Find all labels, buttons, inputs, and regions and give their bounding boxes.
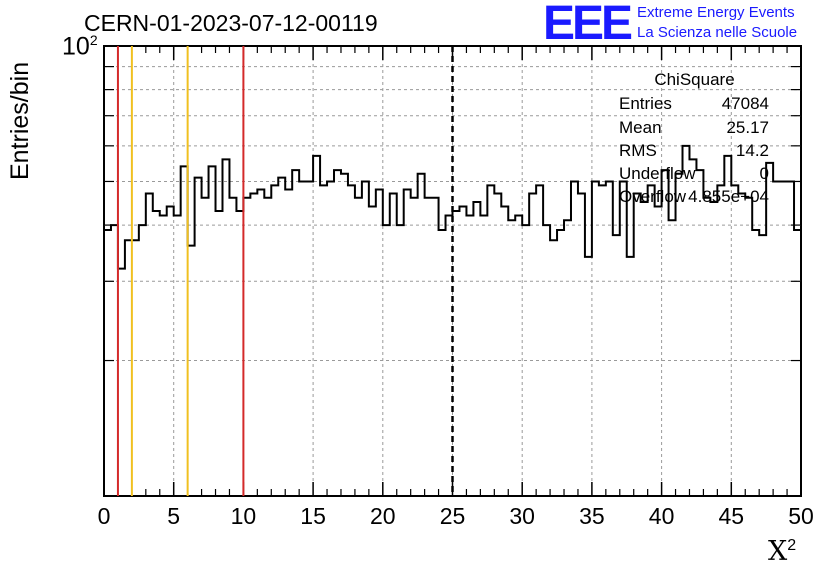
x-tick-label: 5: [167, 503, 180, 529]
run-title: CERN-01-2023-07-12-00119: [84, 10, 378, 36]
eee-logo: EEE: [543, 0, 633, 50]
x-tick-label: 30: [509, 503, 535, 529]
x-tick-label: 0: [98, 503, 111, 529]
stats-row-entries: Entries 47084: [619, 94, 769, 113]
logo-line-1: Extreme Energy Events: [637, 4, 795, 21]
logo-line-2: La Scienza nelle Scuole: [637, 24, 798, 41]
x-tick-label: 50: [788, 503, 814, 529]
y-axis-label: Entries/bin: [6, 61, 34, 180]
stats-row-rms: RMS 14.2: [619, 141, 769, 160]
x-tick-label: 10: [231, 503, 257, 529]
x-tick-labels: 0 5 10 15 20 25 30 35 40 45 50: [98, 503, 814, 529]
stats-row-mean: Mean 25.17: [619, 118, 769, 137]
x-tick-label: 40: [649, 503, 675, 529]
x-axis-label: X2: [768, 536, 797, 567]
y-tick-label-top: 102: [62, 32, 98, 61]
stats-row-underflow: Underflow 0: [619, 164, 769, 183]
stats-title: ChiSquare: [654, 70, 735, 89]
x-tick-label: 25: [440, 503, 466, 529]
x-tick-label: 45: [719, 503, 745, 529]
marker-lines: [116, 46, 454, 496]
x-tick-label: 15: [300, 503, 326, 529]
x-tick-label: 20: [370, 503, 396, 529]
x-tick-label: 35: [579, 503, 605, 529]
stats-row-overflow: Overflow 4.855e+04: [619, 187, 769, 206]
